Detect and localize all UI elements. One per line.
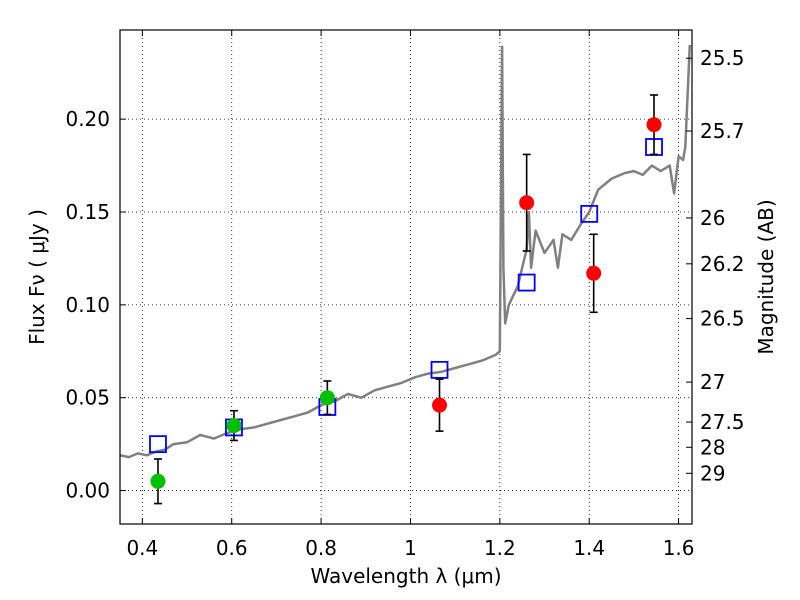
mag-tick-label: 25.5 [700, 46, 745, 70]
mag-tick-label: 27.5 [700, 410, 745, 434]
spectrum-line [119, 44, 692, 459]
mag-tick-label: 25.7 [700, 119, 745, 143]
y-axis-title: Flux Fν ( μJy ) [25, 209, 49, 345]
data-points [149, 94, 663, 505]
plot-frame [119, 29, 693, 525]
x-tick-label: 1 [404, 536, 417, 560]
x-tick-label: 1.6 [663, 536, 695, 560]
x-tick-label: 1.2 [484, 536, 516, 560]
y-tick-label: 0.05 [65, 386, 110, 410]
x-tick-label: 0.6 [216, 536, 248, 560]
model-photometry-square [580, 204, 599, 223]
x-axis-title: Wavelength λ (μm) [310, 564, 501, 588]
green-data-point [226, 418, 242, 434]
y-tick-label: 0.20 [65, 107, 110, 131]
green-data-point [319, 390, 335, 406]
green-data-point [150, 473, 166, 489]
mag-tick-label: 26.2 [700, 252, 745, 276]
y2-axis-title: Magnitude (AB) [754, 199, 778, 354]
mag-tick-label: 29 [700, 461, 725, 485]
red-data-point [646, 117, 662, 133]
axis-ticks: 0.4 0.6 0.8 1 1.2 1.4 1.6 0.00 0.05 0.10 0.15 0.20 2… [65, 30, 745, 560]
red-data-point [519, 195, 535, 211]
model-photometry-square [149, 435, 167, 454]
mag-tick-label: 27 [700, 370, 725, 394]
mag-tick-label: 28 [700, 435, 725, 459]
mag-tick-label: 26 [700, 206, 725, 230]
y-tick-label: 0.00 [65, 479, 110, 503]
mag-tick-label: 26.5 [700, 307, 745, 331]
model-photometry-square [430, 360, 449, 379]
x-tick-label: 0.8 [305, 536, 337, 560]
y-tick-label: 0.15 [65, 200, 110, 224]
x-tick-label: 1.4 [573, 536, 605, 560]
x-tick-label: 0.4 [126, 536, 158, 560]
model-spectrum [119, 44, 692, 459]
red-data-point [432, 397, 448, 413]
y-tick-label: 0.10 [65, 293, 110, 317]
red-data-point [586, 265, 602, 281]
model-photometry-square [517, 273, 536, 292]
